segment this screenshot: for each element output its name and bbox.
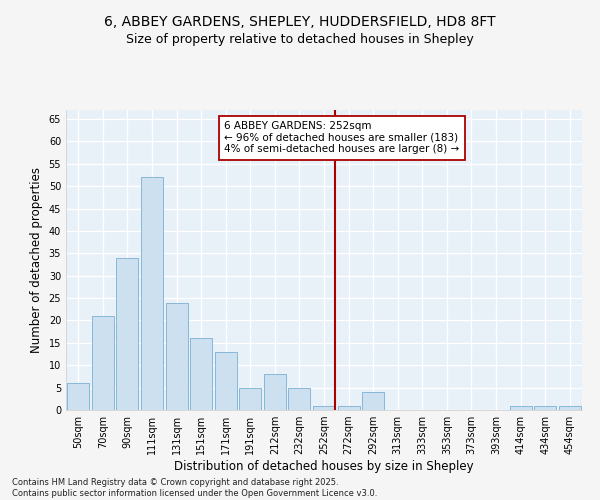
X-axis label: Distribution of detached houses by size in Shepley: Distribution of detached houses by size … (174, 460, 474, 473)
Bar (509, 406, 532, 410)
Text: Size of property relative to detached houses in Shepley: Size of property relative to detached ho… (126, 32, 474, 46)
Bar (534, 406, 556, 410)
Y-axis label: Number of detached properties: Number of detached properties (30, 167, 43, 353)
Bar (67, 383, 89, 410)
Text: Contains HM Land Registry data © Crown copyright and database right 2025.
Contai: Contains HM Land Registry data © Crown c… (12, 478, 377, 498)
Bar (338, 406, 359, 410)
Bar (264, 374, 286, 410)
Bar (289, 388, 310, 410)
Bar (92, 316, 114, 410)
Text: 6 ABBEY GARDENS: 252sqm
← 96% of detached houses are smaller (183)
4% of semi-de: 6 ABBEY GARDENS: 252sqm ← 96% of detache… (224, 121, 460, 154)
Bar (362, 392, 384, 410)
Bar (215, 352, 237, 410)
Text: 6, ABBEY GARDENS, SHEPLEY, HUDDERSFIELD, HD8 8FT: 6, ABBEY GARDENS, SHEPLEY, HUDDERSFIELD,… (104, 15, 496, 29)
Bar (313, 406, 335, 410)
Bar (559, 406, 581, 410)
Bar (141, 177, 163, 410)
Bar (116, 258, 139, 410)
Bar (166, 302, 188, 410)
Bar (190, 338, 212, 410)
Bar (239, 388, 262, 410)
